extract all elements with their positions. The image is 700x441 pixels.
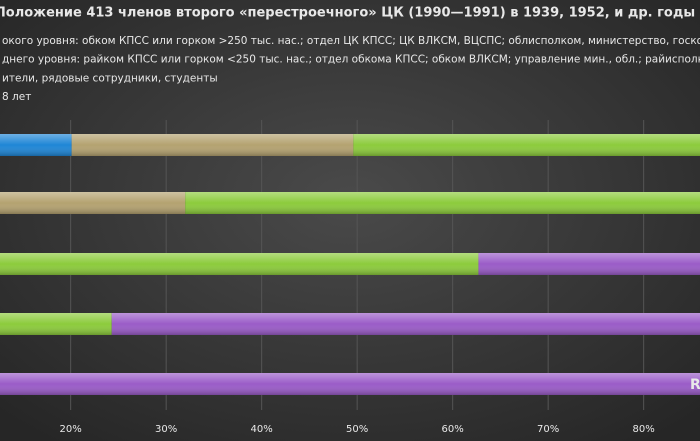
- bar-shine: [0, 253, 479, 275]
- bar-shine: [0, 192, 186, 214]
- x-tick-label: 20%: [60, 424, 82, 435]
- legend-label: днего уровня: райком КПСС или горком <25…: [2, 54, 700, 66]
- bar-shine: [111, 313, 700, 335]
- x-tick-label: 50%: [346, 424, 368, 435]
- legend-label: ители, рядовые сотрудники, студенты: [2, 72, 218, 84]
- x-tick-label: 40%: [251, 424, 273, 435]
- x-tick-label: 60%: [442, 424, 464, 435]
- bar-shine: [353, 134, 700, 156]
- bar-shine: [185, 192, 700, 214]
- annotation: R: [690, 377, 700, 393]
- x-tick-label: 80%: [633, 424, 655, 435]
- chart-title: Положение 413 членов второго «перестроеч…: [0, 6, 695, 21]
- bar-shine: [478, 253, 700, 275]
- legend-label: окого уровня: обком КПСС или горком >250…: [2, 35, 700, 47]
- bar-shine: [0, 373, 700, 395]
- x-tick-label: 30%: [155, 424, 177, 435]
- x-tick-label: 70%: [537, 424, 559, 435]
- bar-shine: [0, 134, 72, 156]
- bar-shine: [0, 313, 112, 335]
- bar-shine: [71, 134, 354, 156]
- legend-label: 8 лет: [2, 91, 31, 103]
